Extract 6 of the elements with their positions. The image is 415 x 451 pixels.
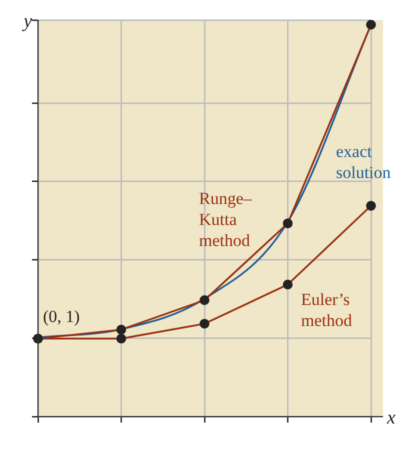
y-axis-title: y xyxy=(22,11,33,32)
series-label: Runge–Kutta method xyxy=(199,189,252,250)
x-axis-title: x xyxy=(386,408,396,429)
series-label: exact solution xyxy=(336,142,392,182)
annotation: (0, 1) xyxy=(43,306,80,326)
series-label: Euler’s method xyxy=(301,290,352,330)
